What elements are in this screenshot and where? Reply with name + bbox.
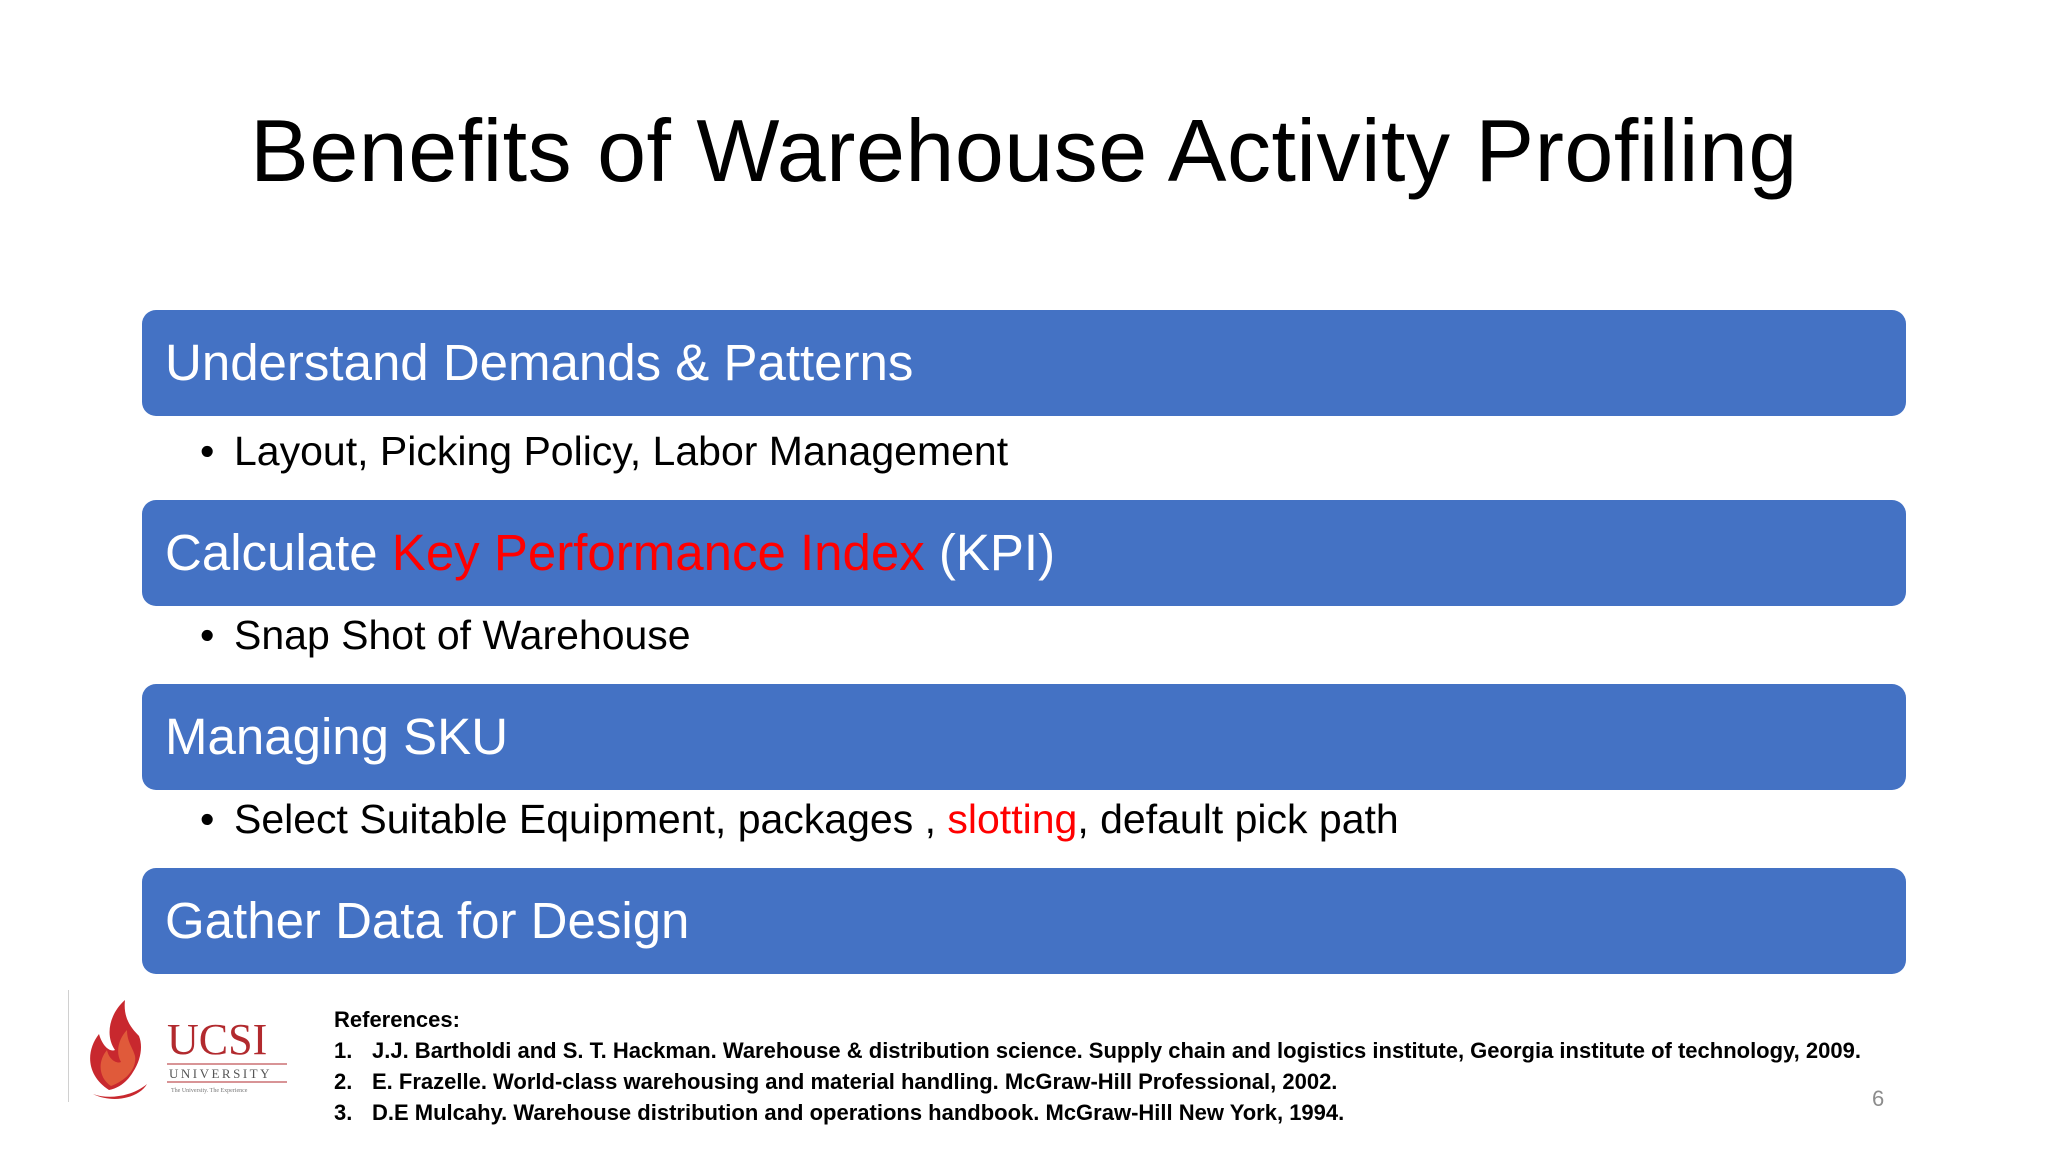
- bullet-icon: •: [200, 428, 215, 474]
- bullet-item: • Select Suitable Equipment, packages , s…: [200, 796, 1399, 843]
- section-heading-kpi: Calculate Key Performance Index (KPI): [142, 500, 1906, 606]
- slide-title: Benefits of Warehouse Activity Profiling: [250, 101, 1798, 200]
- highlighted-term: Key Performance Index: [391, 524, 925, 581]
- bullet-icon: •: [200, 796, 215, 842]
- section-heading-text: Managing SKU: [165, 708, 509, 765]
- bullet-icon: •: [200, 612, 215, 658]
- section-heading-design: Gather Data for Design: [142, 868, 1906, 974]
- bullet-text: Select Suitable Equipment, packages ,: [234, 796, 948, 842]
- bullet-text: Layout, Picking Policy, Labor Management: [234, 428, 1009, 474]
- logo-wordmark: UCSI: [167, 1015, 267, 1064]
- reference-item: 1. J.J. Bartholdi and S. T. Hackman. Ware…: [334, 1038, 1861, 1063]
- reference-item: 2. E. Frazelle. World-class warehousing a…: [334, 1069, 1338, 1094]
- logo-tagline: The University. The Experience: [171, 1088, 248, 1094]
- references-list: 1. J.J. Bartholdi and S. T. Hackman. Ware…: [334, 1035, 1861, 1128]
- bullet-item: • Snap Shot of Warehouse: [200, 612, 691, 659]
- section-heading-text: Calculate: [165, 524, 392, 581]
- section-heading-text: Gather Data for Design: [165, 892, 690, 949]
- page-number: 6: [1872, 1086, 1885, 1111]
- section-heading-demands: Understand Demands & Patterns: [142, 310, 1906, 416]
- references: References: 1. J.J. Bartholdi and S. T. H…: [334, 1004, 1861, 1128]
- university-logo: UCSI UNIVERSITY The University. The Expe…: [68, 990, 306, 1102]
- section-heading-text: (KPI): [924, 524, 1056, 581]
- flame-icon: UCSI UNIVERSITY The University. The Expe…: [90, 1000, 287, 1099]
- bullet-item: • Layout, Picking Policy, Labor Managemen…: [200, 428, 1008, 475]
- bullet-text: , default pick path: [1077, 796, 1399, 842]
- section-heading-text: Understand Demands & Patterns: [165, 334, 914, 391]
- bullet-text: Snap Shot of Warehouse: [234, 612, 691, 658]
- references-label: References:: [334, 1007, 460, 1032]
- reference-item: 3. D.E Mulcahy. Warehouse distribution an…: [334, 1100, 1345, 1125]
- highlighted-term: slotting: [947, 796, 1078, 842]
- logo-subtitle: UNIVERSITY: [169, 1066, 272, 1081]
- section-heading-sku: Managing SKU: [142, 684, 1906, 790]
